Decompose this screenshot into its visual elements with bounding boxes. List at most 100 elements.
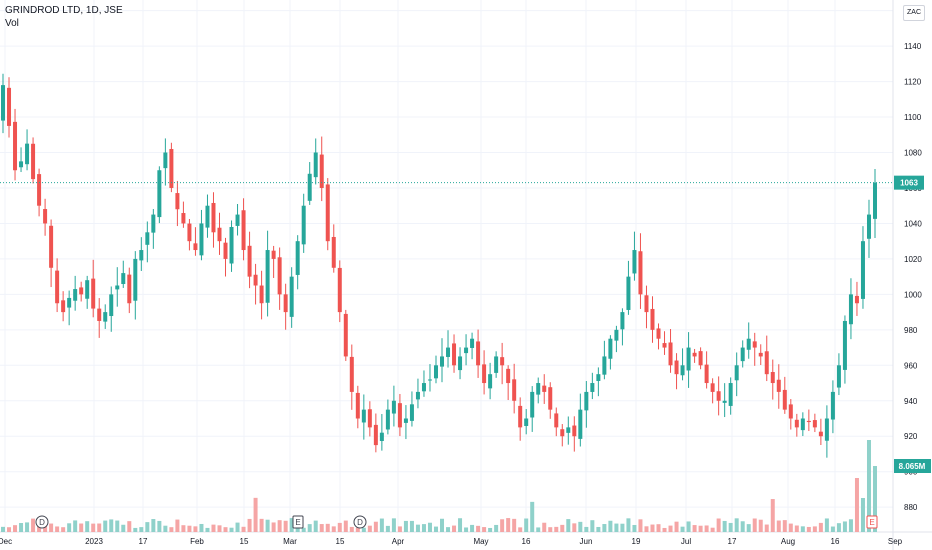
volume-bar [824,518,829,532]
volume-bar [175,519,180,532]
volume-bar [728,522,733,532]
candle-body [554,413,559,428]
candle-body [211,202,216,233]
volume-bar [530,501,535,532]
candle-body [500,357,505,366]
dividend-marker-icon[interactable]: D [35,515,49,529]
earnings-marker-icon[interactable]: E [866,515,878,529]
volume-bar [626,518,631,532]
candle-body [566,427,571,433]
y-tick-label: 920 [904,432,918,441]
candle-body [361,409,366,423]
volume-bar [710,527,715,532]
volume-bar [818,522,823,532]
volume-label: Vol [5,18,19,29]
volume-bar [139,527,144,532]
candle-body [271,250,276,259]
candle-body [674,360,679,375]
candle-body [818,431,823,437]
x-tick-label: May [473,537,488,546]
volume-bar [620,523,625,532]
candle-body [548,387,553,410]
x-tick-label: Feb [190,537,204,546]
symbol-title: GRINDROD LTD, 1D, JSE [5,5,123,16]
candle-body [379,432,384,441]
volume-bar [121,524,126,532]
volume-bar [109,519,114,532]
volume-bar [19,523,24,532]
candle-body [776,379,781,392]
candle-body [680,365,685,376]
volume-bar [836,523,841,532]
candle-body [349,356,354,392]
y-tick-label: 1040 [904,219,922,228]
candle-body [295,241,300,275]
volume-bar [55,526,60,532]
volume-bar [211,524,216,532]
volume-bar [524,518,529,532]
candle-body [331,236,336,268]
volume-bar [241,526,246,532]
volume-bar [355,527,360,532]
earnings-marker-icon[interactable]: E [292,515,304,529]
chart-legend: GRINDROD LTD, 1D, JSE Vol [5,4,123,30]
candle-body [470,338,475,348]
volume-bar [596,526,601,532]
volume-bar [133,527,138,532]
candle-body [19,161,24,168]
volume-bar [193,526,198,532]
volume-bar [518,527,523,532]
x-tick-label: 2023 [85,537,103,546]
candle-body [728,383,733,406]
volume-bar [842,521,847,532]
candle-body [632,250,637,274]
candle-body [710,383,715,392]
candle-body [866,214,871,239]
candle-body [650,308,655,330]
volume-bar [608,520,613,532]
volume-tag-text: 8.065M [899,462,926,471]
currency-button[interactable]: ZAC [903,5,925,21]
volume-bar [602,524,607,532]
volume-bar [452,525,457,532]
candle-body [313,152,318,178]
candle-body [325,184,330,242]
candle-body [794,419,799,428]
candle-body [301,205,306,245]
candle-body [397,403,402,428]
candle-body [578,409,583,439]
y-tick-label: 1140 [904,42,922,51]
candle-body [476,341,481,366]
candle-body [740,347,745,362]
volume-bar [698,525,703,532]
volume-bar [91,523,96,532]
candle-body [752,341,757,348]
candle-body [440,356,445,367]
candle-body [151,214,156,233]
volume-bar [229,527,234,532]
candle-body [494,356,499,373]
candle-body [265,250,270,303]
volume-bar [187,525,192,532]
volume-bar [470,524,475,532]
dividend-marker-icon[interactable]: D [353,515,367,529]
volume-bar [337,522,342,532]
volume-bar [295,526,300,532]
candle-body [49,225,54,268]
volume-bar [25,522,30,532]
candle-body [67,297,72,308]
candle-body [746,338,751,350]
volume-bar [476,525,481,532]
volume-bar [103,520,108,532]
x-tick-label: Jun [580,537,593,546]
candle-body [656,328,661,339]
volume-bar [319,524,324,532]
candle-body [289,276,294,317]
volume-bar [367,525,372,532]
candle-body [97,308,102,321]
volume-bar [584,526,589,532]
candle-body [590,383,595,392]
volume-bar [614,523,619,532]
volume-bar [247,518,252,532]
